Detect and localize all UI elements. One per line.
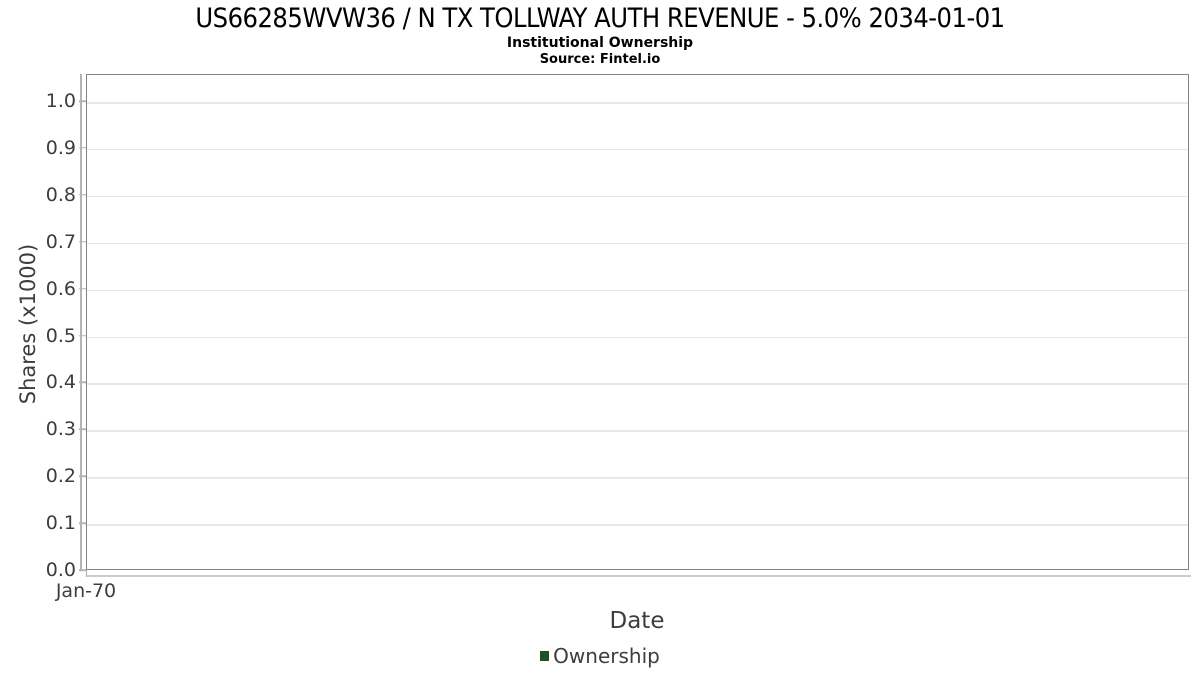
y-tick-label: 0.5: [45, 324, 76, 347]
y-tick-label: 0.6: [45, 277, 76, 300]
y-tick-mark: [79, 240, 86, 243]
legend: Ownership: [0, 645, 1200, 667]
y-tick-label: 0.4: [45, 371, 76, 394]
x-axis-line: [86, 575, 1191, 577]
y-gridline: [87, 336, 1188, 338]
y-gridline: [87, 383, 1188, 385]
legend-label-ownership: Ownership: [553, 644, 660, 668]
y-gridline: [87, 524, 1188, 526]
x-tick-mark: [85, 570, 87, 577]
y-tick-label: 0.9: [45, 136, 76, 159]
y-tick-mark: [79, 147, 86, 149]
x-tick-label: Jan-70: [55, 580, 117, 602]
y-tick-mark: [79, 569, 86, 571]
y-gridline: [87, 195, 1188, 198]
y-tick-mark: [79, 287, 86, 290]
y-tick-label: 0.3: [45, 418, 76, 441]
y-axis-line: [80, 74, 82, 570]
y-tick-label: 0.8: [45, 183, 76, 206]
y-gridline: [87, 102, 1188, 104]
y-gridline: [87, 242, 1188, 245]
y-tick-label: 0.1: [45, 512, 76, 535]
x-axis-title: Date: [609, 608, 665, 634]
y-tick-label: 0.0: [45, 559, 76, 581]
y-gridline: [87, 289, 1188, 292]
legend-swatch-ownership: [540, 651, 550, 661]
chart-title: US66285WVW36 / N TX TOLLWAY AUTH REVENUE…: [195, 3, 1005, 34]
chart-subtitle: Institutional Ownership: [506, 35, 694, 51]
y-tick-mark: [79, 428, 86, 431]
y-tick-mark: [79, 194, 86, 196]
y-tick-mark: [79, 522, 86, 524]
y-gridline: [87, 430, 1188, 432]
y-gridline: [87, 148, 1188, 151]
y-tick-label: 0.7: [45, 230, 76, 253]
y-tick-mark: [79, 100, 86, 102]
y-gridline: [87, 477, 1188, 479]
y-tick-mark: [79, 475, 86, 477]
chart-source: Source: Fintel.io: [539, 52, 661, 67]
y-tick-mark: [79, 381, 86, 384]
y-tick-label: 1.0: [45, 90, 76, 112]
y-tick-mark: [79, 334, 86, 337]
plot-area: [86, 74, 1189, 570]
y-tick-label: 0.2: [45, 465, 76, 488]
